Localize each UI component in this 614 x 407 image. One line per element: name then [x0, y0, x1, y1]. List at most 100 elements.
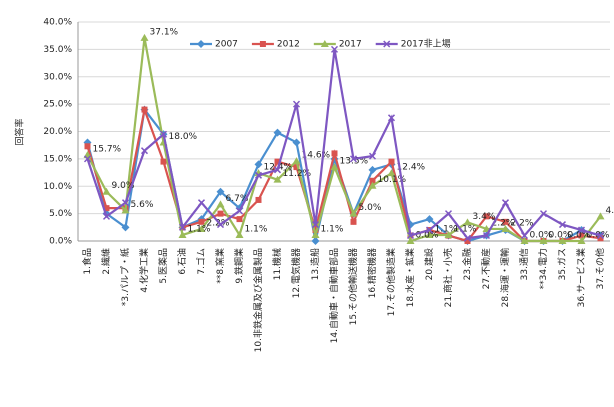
marker [349, 209, 358, 217]
marker [140, 33, 149, 41]
data-label: 6.7% [226, 194, 249, 204]
marker [292, 100, 301, 108]
x-tick-label: 21.商社・小売 [442, 248, 454, 307]
marker [197, 224, 206, 232]
x-tick-label: 10.非鉄金属及び金属製品 [252, 248, 264, 352]
marker [330, 163, 339, 171]
marker [273, 166, 282, 174]
marker [425, 230, 434, 238]
data-label: 10.1% [378, 175, 407, 185]
data-label: 37.1% [150, 27, 179, 37]
marker [464, 238, 471, 244]
marker [558, 237, 567, 244]
x-tick-label: 18.水産・鉱業 [404, 248, 416, 307]
legend-label: 2017非上場 [401, 38, 451, 50]
data-label: 15.7% [93, 145, 122, 155]
x-tick-label: 16.精密機器 [366, 248, 378, 298]
data-label: 0.0% [530, 231, 553, 241]
data-label: 0.0% [549, 231, 572, 241]
marker [539, 210, 548, 218]
marker [387, 169, 396, 177]
data-label: 5.0% [359, 203, 382, 213]
marker [198, 218, 205, 225]
marker [254, 160, 263, 169]
x-tick-label: **34.電力 [537, 248, 549, 289]
marker [463, 218, 472, 226]
data-label: 18.0% [169, 132, 198, 142]
data-label: 1.1% [245, 224, 268, 234]
marker [311, 230, 320, 238]
marker [273, 128, 282, 137]
marker [406, 231, 415, 240]
y-tick-label: 35.0% [43, 45, 72, 55]
marker [539, 237, 548, 244]
marker [444, 230, 453, 238]
marker [482, 231, 491, 240]
x-tick-label: 36.サービス業 [575, 248, 587, 307]
x-tick-label: 6.石油 [176, 248, 188, 275]
x-tick-label: 15.その他輸送機器 [347, 248, 359, 325]
x-tick-label: 12.電気機器 [290, 248, 302, 298]
data-label: 1.1% [454, 224, 477, 234]
marker [369, 177, 376, 184]
x-tick-label: 1.食品 [81, 248, 93, 275]
x-tick-label: 35.ガス [557, 248, 568, 280]
data-label: 11.2% [283, 169, 312, 179]
legend-label: 2017 [339, 40, 362, 50]
data-label: 9.0% [112, 181, 135, 191]
y-tick-label: 10.0% [43, 182, 72, 192]
x-tick-label: 37.その他 [594, 248, 606, 289]
marker [596, 212, 605, 220]
x-tick-label: 5.医薬品 [157, 248, 169, 284]
marker [425, 226, 434, 234]
marker [141, 106, 148, 113]
y-tick-label: 30.0% [43, 72, 72, 82]
marker [140, 147, 149, 155]
marker [274, 158, 281, 165]
marker [121, 223, 130, 232]
y-tick-label: 5.0% [49, 209, 72, 219]
data-label: 12.4% [397, 163, 426, 173]
marker [102, 212, 111, 220]
marker [84, 143, 91, 150]
marker [197, 40, 205, 48]
marker [311, 221, 320, 229]
y-tick-label: 40.0% [43, 18, 72, 28]
marker [368, 181, 377, 189]
marker [406, 237, 415, 244]
data-label: 3.4% [473, 212, 496, 222]
marker [330, 45, 339, 53]
marker [425, 215, 434, 224]
marker [293, 164, 300, 171]
x-tick-label: 28.海運・運輸 [499, 248, 511, 307]
x-tick-label: 23.金融 [461, 248, 473, 280]
x-tick-label: 14.自動車・自動車部品 [328, 248, 340, 343]
marker [387, 114, 396, 122]
marker [501, 199, 510, 207]
x-tick-label: 7.ゴム [195, 248, 207, 275]
y-tick-label: 25.0% [43, 100, 72, 110]
marker [102, 187, 111, 195]
marker [349, 155, 358, 163]
marker [520, 237, 529, 244]
legend-label: 2007 [215, 40, 238, 50]
x-tick-label: 27.不動産 [480, 248, 492, 289]
x-tick-label: 17.その他製造業 [385, 248, 397, 316]
y-axis-label: 回答率 [14, 118, 26, 145]
x-tick-label: **8.窯業 [214, 248, 226, 284]
marker [444, 210, 453, 218]
marker [388, 158, 395, 165]
marker [311, 237, 320, 245]
marker [312, 227, 319, 234]
marker [463, 234, 472, 242]
legend-label: 2012 [277, 40, 300, 50]
data-label: 4.5% [606, 206, 614, 216]
data-label: 1.1% [188, 224, 211, 234]
marker [160, 158, 167, 165]
data-label: 2.2% [511, 218, 534, 228]
marker [368, 152, 377, 160]
marker [121, 199, 130, 207]
marker [273, 175, 282, 183]
data-label: 2.2% [492, 218, 515, 228]
